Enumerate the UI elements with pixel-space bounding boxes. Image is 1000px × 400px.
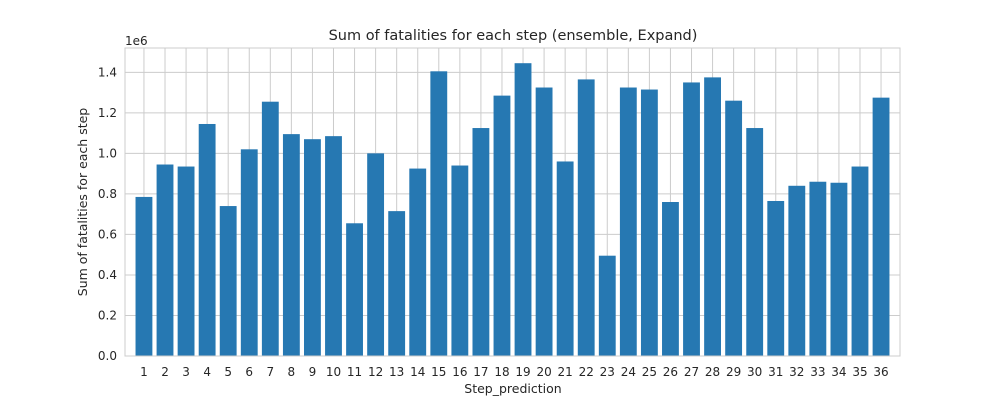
bar-step-2 <box>156 164 174 356</box>
x-tick-label: 22 <box>579 365 594 379</box>
y-axis-label: Sum of fatalities for each step <box>75 108 90 297</box>
bar-step-25 <box>640 89 658 356</box>
bar-step-27 <box>683 82 700 357</box>
x-tick-label: 9 <box>309 365 317 379</box>
x-tick-label: 19 <box>515 365 530 379</box>
bar-step-22 <box>577 79 595 356</box>
bar-step-13 <box>388 211 406 356</box>
x-tick-label: 4 <box>203 365 211 379</box>
bar-step-32 <box>788 185 806 356</box>
x-tick-label: 7 <box>266 365 274 379</box>
x-tick-label: 20 <box>536 365 551 379</box>
bar-step-14 <box>409 168 427 356</box>
bar-step-23 <box>598 255 616 356</box>
x-tick-label: 5 <box>224 365 232 379</box>
bars <box>135 63 890 357</box>
x-tick-label: 6 <box>245 365 253 379</box>
bar-step-3 <box>177 166 195 356</box>
x-tick-label: 1 <box>140 365 148 379</box>
y-tick-label: 0.2 <box>98 308 117 322</box>
y-tick-label: 0.4 <box>98 268 117 282</box>
x-tick-label: 24 <box>621 365 636 379</box>
x-tick-label: 26 <box>663 365 678 379</box>
bar-step-10 <box>325 136 342 356</box>
bar-step-26 <box>662 202 679 356</box>
x-tick-label: 11 <box>347 365 362 379</box>
bar-step-8 <box>282 134 300 356</box>
x-tick-label: 3 <box>182 365 190 379</box>
bar-step-9 <box>304 139 321 356</box>
y-tick-label: 0.8 <box>98 187 117 201</box>
y-tick-label: 1.2 <box>98 106 117 120</box>
bar-step-6 <box>240 149 258 356</box>
bar-step-36 <box>872 97 890 356</box>
x-tick-label: 31 <box>768 365 783 379</box>
x-tick-label: 12 <box>368 365 383 379</box>
y-scale-label: 1e6 <box>125 34 148 48</box>
bar-step-35 <box>851 166 869 356</box>
bar-step-24 <box>619 87 637 357</box>
chart-title: Sum of fatalities for each step (ensembl… <box>329 28 698 44</box>
plot-frame <box>124 47 901 357</box>
x-tick-label: 17 <box>473 365 488 379</box>
bar-step-18 <box>493 95 511 357</box>
x-tick-label: 21 <box>558 365 573 379</box>
y-tick-label: 0.0 <box>98 349 117 363</box>
bar-step-20 <box>535 87 553 357</box>
bar-step-16 <box>451 165 469 356</box>
x-tick-label: 25 <box>642 365 657 379</box>
bar-step-19 <box>514 63 532 357</box>
bar-step-17 <box>472 128 490 356</box>
x-axis-label: Step_prediction <box>464 381 561 396</box>
bar-step-11 <box>346 223 363 356</box>
x-tick-label: 14 <box>410 365 425 379</box>
y-tick-label: 1.0 <box>98 146 117 160</box>
bar-step-7 <box>261 101 279 357</box>
bar-step-12 <box>367 153 385 356</box>
y-tick-label: 1.4 <box>98 65 117 79</box>
x-tick-label: 33 <box>810 365 825 379</box>
x-tick-label: 27 <box>684 365 699 379</box>
bar-step-4 <box>198 123 216 356</box>
x-tick-label: 2 <box>161 365 169 379</box>
x-tick-label: 23 <box>600 365 615 379</box>
x-tick-label: 29 <box>726 365 741 379</box>
x-tick-label: 13 <box>389 365 404 379</box>
y-tick-labels: 0.0 0.2 0.4 0.6 0.8 1.0 1.2 1.4 <box>98 65 117 363</box>
bar-step-28 <box>704 77 721 356</box>
bar-step-33 <box>809 181 827 356</box>
x-tick-label: 36 <box>873 365 888 379</box>
bar-step-5 <box>219 206 237 356</box>
bar-step-15 <box>430 71 448 356</box>
x-tick-label: 34 <box>831 365 846 379</box>
x-tick-label: 15 <box>431 365 446 379</box>
bar-step-21 <box>556 161 574 356</box>
x-tick-labels: 1 2 3 4 5 6 7 8 9 10 11 12 13 14 15 16 17 18 19 20 21 22 23 24 2… <box>140 365 889 379</box>
bar-step-34 <box>830 182 848 356</box>
x-tick-label: 28 <box>705 365 720 379</box>
bar-step-30 <box>746 128 764 356</box>
x-tick-label: 18 <box>494 365 509 379</box>
x-tick-label: 8 <box>288 365 296 379</box>
x-tick-label: 32 <box>789 365 804 379</box>
x-tick-label: 16 <box>452 365 467 379</box>
x-tick-label: 35 <box>852 365 867 379</box>
bar-step-1 <box>135 196 153 356</box>
bar-step-29 <box>725 100 743 357</box>
bar-step-31 <box>767 200 785 356</box>
x-tick-label: 10 <box>326 365 341 379</box>
x-tick-label: 30 <box>747 365 762 379</box>
y-tick-label: 0.6 <box>98 227 117 241</box>
